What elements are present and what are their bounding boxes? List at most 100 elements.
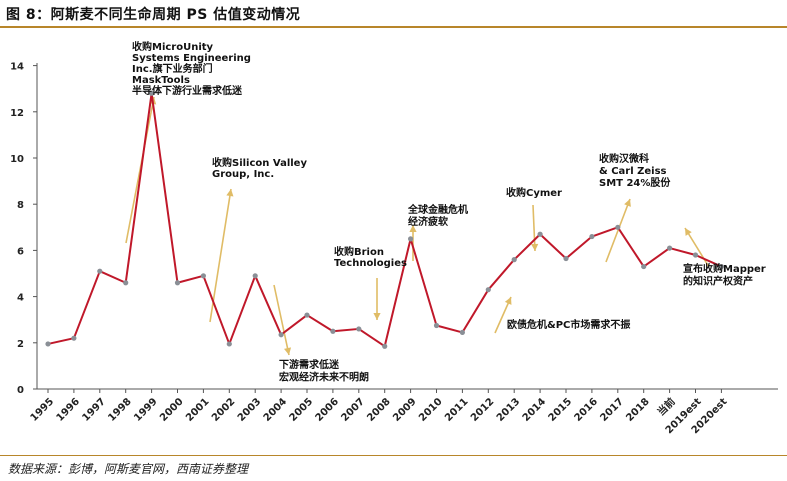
ps-data-point [718,263,725,270]
arrow-shaft [273,284,290,356]
arrow-head [284,347,292,355]
chart-title: 图 8：阿斯麦不同生命周期 PS 估值变动情况 [6,7,301,23]
annotation-line: SMT 24%股份 [599,176,671,189]
annotation-arrow [494,296,512,334]
ps-data-point [485,287,491,293]
annotation-line: 全球金融危机 [407,203,468,216]
x-tick-label: 2004 [262,396,289,423]
ps-data-point [45,341,51,347]
annotation-line: & Carl Zeiss [599,166,667,177]
arrow-head [409,225,417,232]
annotation-line: 下游需求低迷 [279,358,340,371]
annotation-line: 收购Cymer [506,186,562,199]
x-axis: 1995199619971998199920002001200220032004… [29,388,778,436]
ps-data-point [459,329,465,336]
annotation-line: MaskTools [132,75,190,86]
annotation-silicon-valley: 收购Silicon Valley Group, Inc. [212,156,307,180]
ps-data-point [123,280,129,286]
arrow-shaft [532,204,536,252]
x-tick-label: 2011 [443,396,470,423]
x-tick-label: 2009 [391,396,418,423]
x-tick-label: 2007 [339,396,366,423]
arrow-shaft [125,96,155,244]
annotation-line: 半导体下游行业需求低迷 [132,84,243,97]
annotation-line: 经济疲软 [408,215,448,228]
arrow-head [624,199,631,207]
annotation-arrow [273,284,292,356]
y-tick-label: 14 [10,62,24,73]
ps-data-point [667,245,673,251]
annotation-line: 收购MicroUnity [132,40,214,53]
ps-data-point [174,280,181,286]
title-divider [0,26,787,28]
annotation-line: 宏观经济未来不明朗 [279,371,369,384]
annotation-zeiss: 收购汉微科& Carl Zeiss SMT 24%股份 [599,152,671,189]
arrow-head [226,189,234,197]
arrow-head [504,297,512,305]
x-tick-label: 2013 [495,396,522,423]
ps-data-point [563,255,569,262]
ps-data-point [511,257,517,263]
ps-series-line [47,92,722,348]
x-tick-label: 2016 [573,396,600,423]
annotation-line: 的知识产权资产 [683,275,753,288]
y-tick-label: 4 [17,293,24,304]
annotation-line: 宣布收购Mapper [683,262,766,275]
arrow-shaft [605,198,631,263]
y-tick-label: 0 [17,385,24,396]
x-tick-label: 2006 [314,396,341,423]
y-axis: 0 2 4 6 8 10 12 14 [10,62,38,396]
annotation-microunity: 收购MicroUnity Systems Engineering Inc.旗下业务部… [132,40,251,97]
y-tick-label: 10 [10,154,24,165]
data-source-note: 数据来源：彭博，阿斯麦官网，西南证券整理 [8,462,249,476]
ps-data-point [433,322,440,329]
annotation-brion: 收购Brion Technologies [334,245,407,269]
y-tick-label: 12 [10,108,24,119]
ps-data-point [304,312,310,318]
annotation-line: Technologies [334,258,407,269]
x-tick-label: 当前 [654,395,677,418]
series-layer [45,90,725,349]
arrow-head [531,243,539,251]
ps-valuation-chart: 0 2 4 6 8 10 12 14 1995199619971998199920002001… [10,40,778,436]
x-tick-label: 1996 [55,396,82,423]
annotation-arrow [373,278,381,320]
y-tick-label: 6 [17,246,24,257]
annotation-line: Group, Inc. [212,169,274,180]
ps-data-point [278,332,284,338]
ps-data-point [200,273,206,279]
x-tick-label: 1999 [132,396,159,423]
ps-data-point [149,90,155,96]
arrow-head [373,313,381,320]
ps-data-point [226,341,232,347]
annotation-line: 收购Silicon Valley [212,156,307,169]
annotation-arrow [531,204,539,252]
ps-data-point [408,236,414,242]
x-tick-label: 2005 [288,396,315,423]
annotation-line: Inc.旗下业务部门 [132,62,213,75]
ps-data-point [537,231,543,237]
ps-data-point [692,252,699,258]
x-tick-label: 2002 [210,396,237,423]
x-tick-label: 2010 [417,396,444,423]
ps-data-point [641,263,647,270]
x-tick-label: 2014 [521,396,548,423]
ps-data-point [71,335,77,341]
x-tick-label: 2000 [158,396,185,423]
annotation-arrow [409,225,417,261]
annotation-financial-crisis: 全球金融危机经济疲软 [407,203,468,228]
x-tick-label: 2015 [547,396,574,423]
y-tick-label: 2 [17,339,24,350]
x-tick-label: 1998 [106,396,133,423]
annotation-line: 收购汉微科 [599,152,649,165]
annotation-line: Systems Engineering [132,53,251,64]
annotation-mapper: 宣布收购Mapper 的知识产权资产 [683,262,766,288]
arrow-head [685,228,692,236]
ps-data-point [330,328,336,334]
x-tick-label: 2017 [598,396,625,423]
x-tick-label: 2008 [365,396,392,423]
ps-data-point [97,268,103,274]
x-tick-label: 1997 [80,396,107,423]
annotation-euro-debt: 欧债危机&PC市场需求不振 [507,318,630,331]
annotation-arrow [605,198,631,263]
